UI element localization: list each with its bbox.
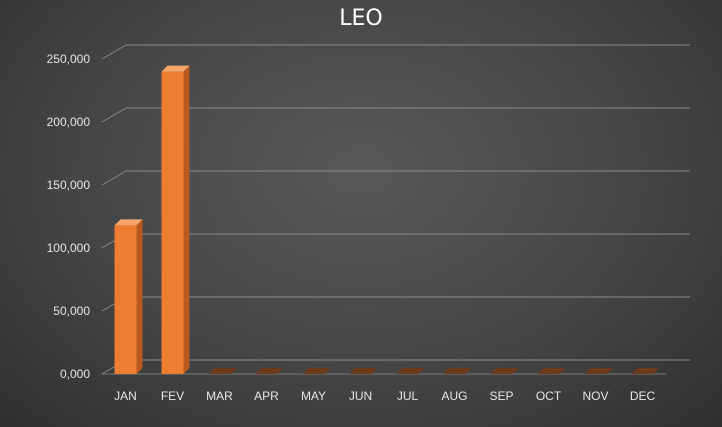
x-tick-label: JUL [397,389,419,403]
x-tick-label: MAR [206,389,233,403]
bar-side [183,65,190,374]
gridline-diagonal [101,107,127,123]
y-tick-label: 0,000 [60,367,90,381]
bar [349,368,378,374]
bar [584,368,613,374]
bar [302,368,331,374]
bar [443,368,472,374]
bar [631,368,660,374]
bar [161,71,184,374]
y-tick-label: 50,000 [53,304,90,318]
y-tick-label: 150,000 [47,178,91,192]
x-tick-label: JUN [349,389,372,403]
x-tick-label: NOV [582,389,608,403]
bar [114,225,137,374]
bar [490,368,519,374]
bar-side [136,219,143,374]
x-tick-label: APR [254,389,279,403]
x-tick-label: DEC [630,389,656,403]
bar-top [161,65,190,72]
x-tick-label: MAY [301,389,326,403]
gridline-diagonal [101,44,127,60]
x-tick-label: SEP [489,389,513,403]
gridline-diagonal [101,170,127,186]
x-tick-label: JAN [114,389,137,403]
x-tick-label: FEV [161,389,184,403]
bar [537,368,566,374]
bar [208,368,237,374]
x-tick-label: AUG [441,389,467,403]
y-tick-label: 100,000 [47,241,91,255]
bar-top [114,219,143,226]
y-tick-label: 250,000 [47,52,91,66]
chart-title: LEO [339,6,383,31]
y-tick-label: 200,000 [47,115,91,129]
bar [396,368,425,374]
bar [255,368,284,374]
x-tick-label: OCT [536,389,562,403]
